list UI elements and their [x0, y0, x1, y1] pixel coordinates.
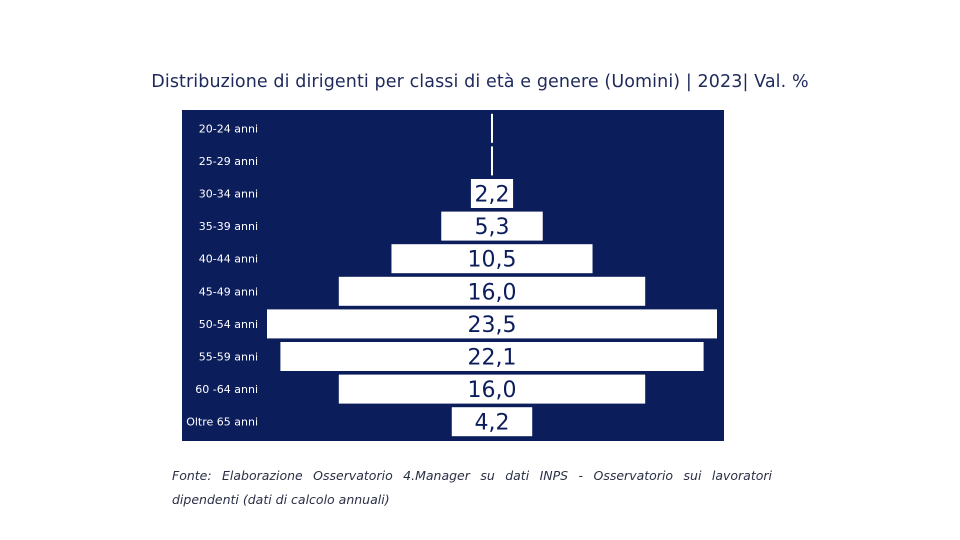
category-label: 60 -64 anni — [195, 383, 258, 396]
data-label: 22,1 — [468, 346, 517, 371]
bar — [338, 374, 646, 404]
category-label: 55-59 anni — [199, 351, 258, 364]
bar — [470, 179, 514, 208]
category-label: 40-44 anni — [199, 253, 258, 266]
data-label: 2,2 — [475, 183, 510, 208]
category-label: 20-24 anni — [199, 122, 258, 135]
data-label: 23,5 — [468, 313, 517, 338]
data-label: 5,3 — [475, 215, 510, 240]
bar — [267, 309, 717, 339]
data-label: 4,2 — [475, 411, 510, 436]
category-label: 35-39 anni — [199, 220, 258, 233]
category-label: 50-54 anni — [199, 318, 258, 331]
bar — [451, 407, 533, 437]
data-label: 16,0 — [468, 280, 517, 305]
bar — [391, 244, 593, 274]
source-note: Fonte: Elaborazione Osservatorio 4.Manag… — [172, 468, 772, 507]
bar — [441, 211, 543, 241]
chart-panel: 20-24 anni 25-29 anni 30-34 anni 2,2 35-39 a… — [182, 110, 724, 441]
category-label: Oltre 65 anni — [186, 416, 258, 429]
age-pyramid-chart: 20-24 anni 25-29 anni 30-34 anni 2,2 35-39 a… — [186, 113, 717, 437]
bar — [338, 276, 646, 306]
bar — [491, 146, 493, 176]
data-label: 16,0 — [468, 378, 517, 403]
chart-title: Distribuzione di dirigenti per classi di… — [151, 72, 809, 92]
data-label: 10,5 — [468, 248, 517, 273]
category-label: 25-29 anni — [199, 155, 258, 168]
category-label: 45-49 anni — [199, 285, 258, 298]
bar — [491, 113, 493, 143]
bar — [280, 342, 704, 371]
category-label: 30-34 anni — [199, 188, 258, 201]
